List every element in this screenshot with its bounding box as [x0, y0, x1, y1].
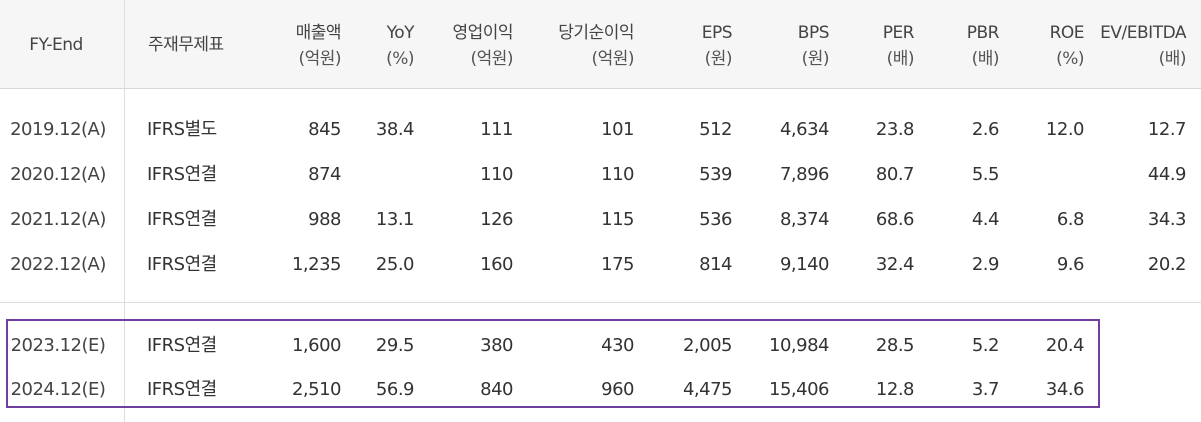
table-row: 2024.12(E) IFRS연결 2,510 56.9 840 960 4,4… [0, 367, 1201, 412]
table-row: 2021.12(A) IFRS연결 988 13.1 126 115 536 8… [0, 197, 1201, 242]
cell-revenue: 845 [308, 119, 341, 140]
cell-yoy: 13.1 [375, 209, 415, 230]
cell-ev-ebitda: 44.9 [1147, 164, 1187, 185]
table-row: 2022.12(A) IFRS연결 1,235 25.0 160 175 814… [0, 242, 1201, 287]
cell-op-income: 380 [480, 335, 513, 356]
table-header [0, 0, 1201, 89]
cell-statement: IFRS연결 [147, 254, 217, 275]
cell-bps: 9,140 [779, 254, 830, 275]
cell-roe: 9.6 [1056, 254, 1085, 275]
cell-per: 23.8 [875, 119, 915, 140]
cell-net-income: 101 [601, 119, 634, 140]
header-op-income: 영업이익 (억원) [452, 23, 513, 69]
cell-net-income: 175 [601, 254, 634, 275]
cell-yoy [350, 152, 414, 197]
estimate-highlight-box [6, 319, 1100, 408]
cell-op-income: 840 [480, 379, 513, 400]
cell-bps: 4,634 [779, 119, 830, 140]
cell-pbr: 2.6 [971, 119, 1000, 140]
cell-statement: IFRS연결 [147, 209, 217, 230]
cell-op-income: 126 [480, 209, 513, 230]
cell-bps: 7,896 [779, 164, 830, 185]
cell-net-income: 960 [601, 379, 634, 400]
cell-bps: 10,984 [769, 335, 829, 356]
table-row: 2020.12(A) IFRS연결 874 110 110 539 7,896 … [0, 152, 1201, 197]
header-yoy: YoY (%) [386, 23, 414, 69]
cell-yoy: 56.9 [375, 379, 415, 400]
cell-net-income: 110 [601, 164, 634, 185]
header-eps: EPS (원) [701, 23, 733, 69]
cell-statement: IFRS연결 [147, 335, 217, 356]
estimate-separator [0, 302, 1201, 303]
cell-revenue: 988 [308, 209, 341, 230]
cell-fy: 2022.12(A) [10, 254, 106, 275]
header-net-income: 당기순이익 (억원) [558, 23, 634, 69]
cell-fy: 2024.12(E) [10, 379, 106, 400]
cell-net-income: 430 [601, 335, 634, 356]
cell-roe: 20.4 [1045, 335, 1085, 356]
cell-eps: 512 [699, 119, 732, 140]
header-fy-end: FY-End [29, 35, 83, 55]
cell-yoy: 25.0 [375, 254, 415, 275]
cell-roe [1010, 152, 1084, 197]
cell-statement: IFRS연결 [147, 164, 217, 185]
cell-ev-ebitda: 34.3 [1147, 209, 1187, 230]
cell-fy: 2023.12(E) [10, 335, 106, 356]
cell-pbr: 5.2 [971, 335, 1000, 356]
column-divider [124, 0, 125, 422]
cell-pbr: 5.5 [971, 164, 1000, 185]
cell-roe: 34.6 [1045, 379, 1085, 400]
cell-pbr: 2.9 [971, 254, 1000, 275]
cell-ev-ebitda [1090, 367, 1186, 412]
cell-op-income: 110 [480, 164, 513, 185]
header-revenue: 매출액 (억원) [295, 23, 342, 69]
cell-ev-ebitda [1090, 323, 1186, 368]
cell-roe: 12.0 [1045, 119, 1085, 140]
cell-bps: 8,374 [779, 209, 830, 230]
cell-op-income: 160 [480, 254, 513, 275]
cell-eps: 814 [699, 254, 732, 275]
cell-fy: 2019.12(A) [10, 119, 106, 140]
cell-per: 68.6 [875, 209, 915, 230]
cell-eps: 539 [699, 164, 732, 185]
cell-yoy: 38.4 [375, 119, 415, 140]
cell-roe: 6.8 [1056, 209, 1085, 230]
cell-per: 80.7 [875, 164, 915, 185]
cell-net-income: 115 [601, 209, 634, 230]
cell-fy: 2020.12(A) [10, 164, 106, 185]
cell-statement: IFRS별도 [147, 119, 217, 140]
header-ev-ebitda: EV/EBITDA (배) [1100, 23, 1186, 69]
table-row: 2023.12(E) IFRS연결 1,600 29.5 380 430 2,0… [0, 323, 1201, 368]
cell-statement: IFRS연결 [147, 379, 217, 400]
cell-per: 28.5 [875, 335, 915, 356]
header-pbr: PBR (배) [966, 23, 1000, 69]
header-per: PER (배) [882, 23, 915, 69]
cell-pbr: 4.4 [971, 209, 1000, 230]
table-row: 2019.12(A) IFRS별도 845 38.4 111 101 512 4… [0, 107, 1201, 152]
cell-op-income: 111 [480, 119, 513, 140]
cell-ev-ebitda: 12.7 [1147, 119, 1187, 140]
header-roe: ROE (%) [1049, 23, 1085, 69]
cell-per: 32.4 [875, 254, 915, 275]
cell-pbr: 3.7 [971, 379, 1000, 400]
cell-revenue: 1,235 [291, 254, 342, 275]
cell-per: 12.8 [875, 379, 915, 400]
cell-fy: 2021.12(A) [10, 209, 106, 230]
cell-revenue: 2,510 [291, 379, 342, 400]
cell-eps: 536 [699, 209, 732, 230]
cell-eps: 2,005 [682, 335, 733, 356]
cell-revenue: 1,600 [291, 335, 342, 356]
header-bps: BPS (원) [797, 23, 830, 69]
cell-ev-ebitda: 20.2 [1147, 254, 1187, 275]
cell-eps: 4,475 [682, 379, 733, 400]
cell-yoy: 29.5 [375, 335, 415, 356]
cell-revenue: 874 [308, 164, 341, 185]
cell-bps: 15,406 [769, 379, 829, 400]
header-statement: 주재무제표 [148, 35, 224, 55]
